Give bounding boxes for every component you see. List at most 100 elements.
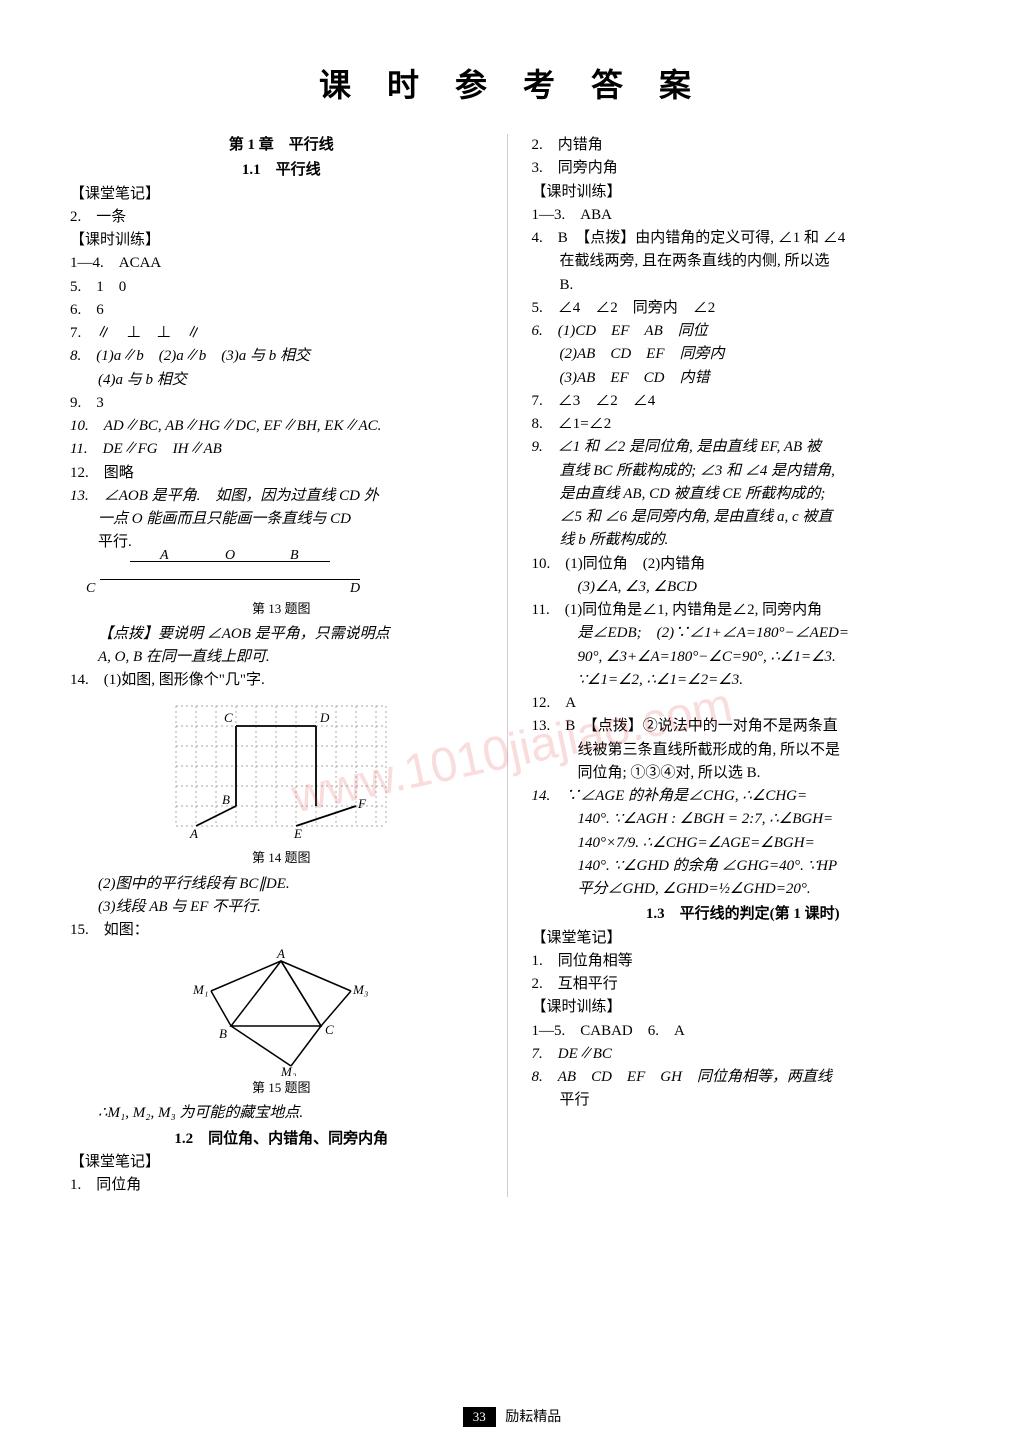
answer-line: 6. 6 <box>70 299 493 322</box>
point-label: M₁ <box>192 982 208 997</box>
chapter-heading: 第 1 章 平行线 <box>70 134 493 157</box>
right-column: 2. 内错角 3. 同旁内角 【课时训练】 1—3. ABA 4. B 【点拨】… <box>528 134 955 1197</box>
figure-13-caption: 第 13 题图 <box>70 599 493 619</box>
point-label: A <box>160 545 169 567</box>
answer-line: 同位角; ①③④对, 所以选 B. <box>532 762 955 785</box>
answer-line: 1. 同位角相等 <box>532 950 955 973</box>
answer-line: 7. ∠3 ∠2 ∠4 <box>532 390 955 413</box>
point-label: M₃ <box>352 982 368 997</box>
content-columns: 第 1 章 平行线 1.1 平行线 【课堂笔记】 2. 一条 【课时训练】 1—… <box>70 134 954 1197</box>
answer-line: 10. AD∥BC, AB∥HG∥DC, EF∥BH, EK∥AC. <box>70 415 493 438</box>
answer-line: ∠5 和 ∠6 是同旁内角, 是由直线 a, c 被直 <box>532 506 955 529</box>
answer-line: 11. (1)同位角是∠1, 内错角是∠2, 同旁内角 <box>532 599 955 622</box>
answer-line: 是∠EDB; (2)∵∠1+∠A=180°−∠AED= <box>532 622 955 645</box>
page-number-badge: 33 <box>463 1407 496 1427</box>
answer-line: 7. DE∥BC <box>532 1043 955 1066</box>
answer-line: 直线 BC 所截构成的; ∠3 和 ∠4 是内错角, <box>532 460 955 483</box>
ksxl-heading: 【课时训练】 <box>532 181 955 204</box>
answer-line: (4)a 与 b 相交 <box>70 369 493 392</box>
figure-14: A B C D E F <box>166 696 396 846</box>
answer-line: 140°. ∵∠AGH : ∠BGH = 2:7, ∴∠BGH= <box>532 808 955 831</box>
ktbj-heading: 【课堂笔记】 <box>70 183 493 206</box>
point-label: B <box>290 545 299 567</box>
answer-line: 1—4. ACAA <box>70 252 493 275</box>
answer-line: 2. 一条 <box>70 206 493 229</box>
answer-line: A, O, B 在同一直线上即可. <box>70 646 493 669</box>
ktbj-heading: 【课堂笔记】 <box>70 1151 493 1174</box>
answer-line: 平行. <box>70 531 493 554</box>
answer-line: 8. (1)a∥b (2)a∥b (3)a 与 b 相交 <box>70 345 493 368</box>
answer-line: 15. 如图： <box>70 919 493 942</box>
page-title: 课 时 参 考 答 案 <box>70 60 954 106</box>
answer-line: 线被第三条直线所截形成的角, 所以不是 <box>532 739 955 762</box>
answer-line: 【点拨】要说明 ∠AOB 是平角，只需说明点 <box>70 623 493 646</box>
answer-line: 140°. ∵∠GHD 的余角 ∠GHG=40°. ∵HP <box>532 855 955 878</box>
point-label: C <box>224 710 233 725</box>
point-label: C <box>325 1022 334 1037</box>
section-heading-1-3: 1.3 平行线的判定(第 1 课时) <box>532 903 955 926</box>
left-column: 第 1 章 平行线 1.1 平行线 【课堂笔记】 2. 一条 【课时训练】 1—… <box>70 134 508 1197</box>
answer-line: 6. (1)CD EF AB 同位 <box>532 320 955 343</box>
answer-line: 11. DE∥FG IH∥AB <box>70 438 493 461</box>
ktbj-heading: 【课堂笔记】 <box>532 927 955 950</box>
answer-line: 5. ∠4 ∠2 同旁内 ∠2 <box>532 297 955 320</box>
answer-line: 是由直线 AB, CD 被直线 CE 所截构成的; <box>532 483 955 506</box>
point-label: A <box>189 826 198 841</box>
answer-line: 13. B 【点拨】②说法中的一对角不是两条直 <box>532 715 955 738</box>
answer-line: 12. A <box>532 692 955 715</box>
answer-line: 9. 3 <box>70 392 493 415</box>
point-label: O <box>225 545 235 567</box>
page-footer: 33 励耘精品 <box>0 1406 1024 1427</box>
answer-line: ∴M₁, M₂, M₃ 为可能的藏宝地点. <box>70 1102 493 1125</box>
answer-line: (3)∠A, ∠3, ∠BCD <box>532 576 955 599</box>
point-label: E <box>293 826 302 841</box>
answer-line: (2)AB CD EF 同旁内 <box>532 343 955 366</box>
answer-line: 线 b 所截构成的. <box>532 529 955 552</box>
answer-line: 5. 1 0 <box>70 276 493 299</box>
answer-line: 2. 内错角 <box>532 134 955 157</box>
answer-line: 14. (1)如图, 图形像个"几"字. <box>70 669 493 692</box>
footer-label: 励耘精品 <box>505 1410 561 1425</box>
answer-line: 2. 互相平行 <box>532 973 955 996</box>
section-heading-1-2: 1.2 同位角、内错角、同旁内角 <box>70 1128 493 1151</box>
answer-line: (3)AB EF CD 内错 <box>532 367 955 390</box>
answer-line: ∵∠1=∠2, ∴∠1=∠2=∠3. <box>532 669 955 692</box>
point-label: M₂ <box>280 1064 297 1076</box>
point-label: A <box>276 946 285 961</box>
figure-15-caption: 第 15 题图 <box>70 1078 493 1098</box>
point-label: C <box>86 578 95 600</box>
point-label: F <box>357 796 367 811</box>
point-label: D <box>319 710 330 725</box>
answer-line: 平行 <box>532 1089 955 1112</box>
answer-line: 90°, ∠3+∠A=180°−∠C=90°, ∴∠1=∠3. <box>532 646 955 669</box>
answer-line: 平分∠GHD, ∠GHD=½∠GHD=20°. <box>532 878 955 901</box>
answer-line: 7. ∥ ⊥ ⊥ ∥ <box>70 322 493 345</box>
answer-line: 一点 O 能画而且只能画一条直线与 CD <box>70 508 493 531</box>
answer-line: 10. (1)同位角 (2)内错角 <box>532 553 955 576</box>
answer-line: 13. ∠AOB 是平角. 如图，因为过直线 CD 外 <box>70 485 493 508</box>
answer-line: 3. 同旁内角 <box>532 157 955 180</box>
answer-line: 9. ∠1 和 ∠2 是同位角, 是由直线 EF, AB 被 <box>532 436 955 459</box>
section-heading-1-1: 1.1 平行线 <box>70 159 493 182</box>
answer-line: 8. AB CD EF GH 同位角相等，两直线 <box>532 1066 955 1089</box>
figure-14-caption: 第 14 题图 <box>70 848 493 868</box>
answer-line: 12. 图略 <box>70 462 493 485</box>
answer-line: 1. 同位角 <box>70 1174 493 1197</box>
point-label: B <box>222 792 230 807</box>
answer-line: 14. ∵∠AGE 的补角是∠CHG, ∴∠CHG= <box>532 785 955 808</box>
figure-13: A O B C D <box>130 561 493 597</box>
ksxl-heading: 【课时训练】 <box>70 229 493 252</box>
point-label: B <box>219 1026 227 1041</box>
answer-line: (2)图中的平行线段有 BC∥DE. <box>70 873 493 896</box>
answer-line: 140°×7/9. ∴∠CHG=∠AGE=∠BGH= <box>532 832 955 855</box>
answer-line: B. <box>532 274 955 297</box>
answer-line: 1—3. ABA <box>532 204 955 227</box>
answer-line: 8. ∠1=∠2 <box>532 413 955 436</box>
answer-line: (3)线段 AB 与 EF 不平行. <box>70 896 493 919</box>
point-label: D <box>350 578 360 600</box>
ksxl-heading: 【课时训练】 <box>532 996 955 1019</box>
answer-line: 1—5. CABAD 6. A <box>532 1020 955 1043</box>
answer-line: 在截线两旁, 且在两条直线的内侧, 所以选 <box>532 250 955 273</box>
answer-line: 4. B 【点拨】由内错角的定义可得, ∠1 和 ∠4 <box>532 227 955 250</box>
figure-15: A B C M₁ M₃ M₂ <box>181 946 381 1076</box>
